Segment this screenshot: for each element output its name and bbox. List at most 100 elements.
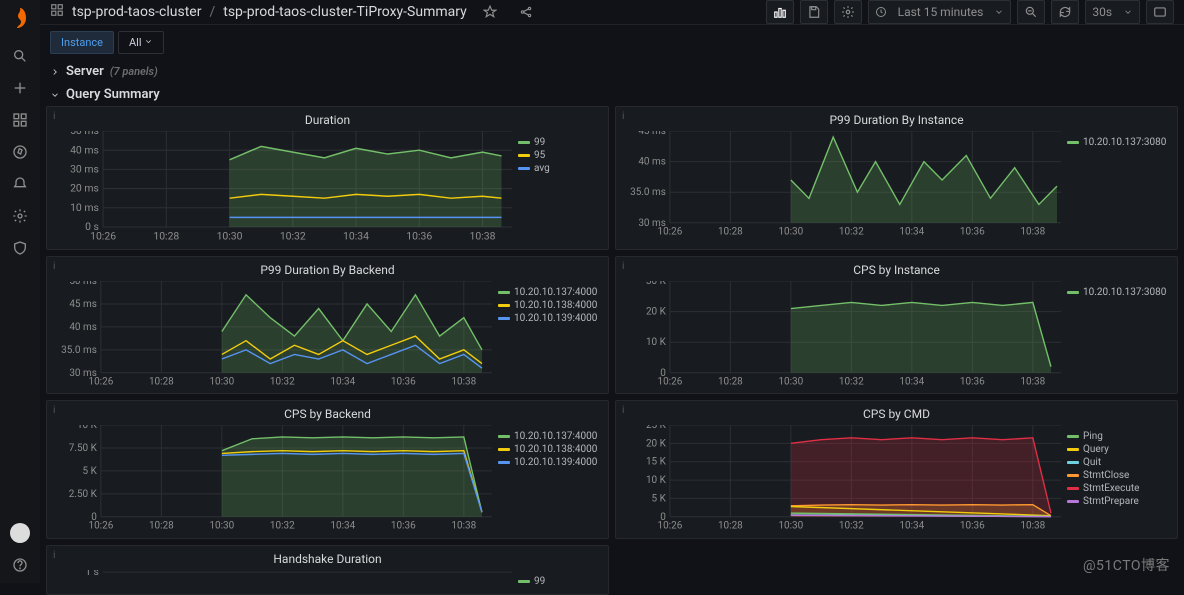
svg-text:40 ms: 40 ms (69, 322, 97, 333)
zoom-out-button[interactable] (1017, 0, 1045, 24)
legend-item[interactable]: StmtExecute (1067, 483, 1171, 494)
refresh-interval-button[interactable]: 30s (1085, 0, 1140, 24)
panels-grid: iDuration0 s10 ms20 ms30 ms40 ms50 ms10:… (40, 106, 1184, 595)
panel-plot[interactable]: 30 ms35.0 ms40 ms45 ms50 ms10:2610:2810:… (53, 281, 492, 392)
breadcrumb-current[interactable]: tsp-prod-taos-cluster-TiProxy-Summary (223, 4, 467, 20)
panel-plot[interactable]: 05 K10 K15 K20 K25 K10:2610:2810:3010:32… (622, 425, 1061, 536)
svg-text:45 ms: 45 ms (69, 299, 97, 310)
legend-label: 99 (534, 576, 545, 587)
alerting-icon[interactable] (12, 176, 28, 192)
legend-swatch (1067, 141, 1079, 144)
svg-text:20 K: 20 K (646, 439, 667, 450)
dashboards-icon[interactable] (12, 112, 28, 128)
svg-text:10:36: 10:36 (960, 376, 985, 387)
legend-item[interactable]: 10.20.10.138:4000 (498, 300, 602, 311)
panel-plot[interactable]: 30 ms35.0 ms40 ms45 ms10:2610:2810:3010:… (622, 131, 1061, 242)
svg-text:10:36: 10:36 (406, 229, 432, 242)
svg-text:10:38: 10:38 (1020, 521, 1045, 532)
panel-info-icon[interactable]: i (53, 405, 55, 416)
legend-swatch (1067, 461, 1079, 464)
panel-info-icon[interactable]: i (622, 405, 624, 416)
svg-text:10:34: 10:34 (343, 229, 369, 242)
svg-text:10:28: 10:28 (149, 521, 174, 532)
panel-cps-cmd[interactable]: iCPS by CMD05 K10 K15 K20 K25 K10:2610:2… (615, 400, 1178, 539)
panel-legend[interactable]: 99 95 avg (512, 131, 602, 247)
panel-cps-backend[interactable]: iCPS by Backend02.50 K5 K7.50 K10 K10:26… (46, 400, 609, 539)
legend-label: 10.20.10.139:4000 (514, 313, 597, 324)
legend-item[interactable]: Ping (1067, 431, 1171, 442)
panel-legend[interactable]: 10.20.10.137:4000 10.20.10.138:4000 10.20.… (492, 281, 602, 392)
legend-label: 95 (534, 150, 545, 161)
panel-legend[interactable]: 10.20.10.137:3080 (1061, 281, 1171, 392)
legend-item[interactable]: StmtClose (1067, 470, 1171, 481)
panel-info-icon[interactable]: i (53, 111, 55, 122)
panel-legend[interactable]: 10.20.10.137:4000 10.20.10.138:4000 10.20.… (492, 425, 602, 536)
panel-legend[interactable]: Ping Query Quit StmtClose StmtExecute StmtPre… (1061, 425, 1171, 536)
panel-plot[interactable]: 010 K20 K30 K10:2610:2810:3010:3210:3410… (622, 281, 1061, 392)
panel-title: Duration (53, 111, 602, 131)
legend-item[interactable]: Quit (1067, 457, 1171, 468)
search-icon[interactable] (12, 48, 28, 64)
svg-text:10:34: 10:34 (330, 521, 355, 532)
var-instance-label[interactable]: Instance (50, 31, 114, 54)
explore-icon[interactable] (12, 144, 28, 160)
legend-item[interactable]: Query (1067, 444, 1171, 455)
svg-text:50 ms: 50 ms (69, 281, 97, 287)
legend-item[interactable]: 95 (518, 150, 602, 161)
legend-item[interactable]: 10.20.10.139:4000 (498, 457, 602, 468)
legend-item[interactable]: 10.20.10.139:4000 (498, 313, 602, 324)
panel-info-icon[interactable]: i (622, 261, 624, 272)
legend-item[interactable]: 99 (518, 137, 602, 148)
svg-text:10 K: 10 K (646, 475, 667, 486)
legend-item[interactable]: 10.20.10.137:4000 (498, 431, 602, 442)
var-instance-value[interactable]: All (118, 31, 164, 54)
settings-button[interactable] (834, 0, 862, 24)
panel-cps-instance[interactable]: iCPS by Instance010 K20 K30 K10:2610:281… (615, 256, 1178, 395)
help-icon[interactable] (12, 557, 28, 573)
svg-text:2.50 K: 2.50 K (69, 489, 98, 500)
save-button[interactable] (800, 0, 828, 24)
svg-text:10:28: 10:28 (718, 227, 743, 238)
svg-text:40 ms: 40 ms (70, 143, 99, 156)
config-icon[interactable] (12, 208, 28, 224)
panel-info-icon[interactable]: i (53, 550, 55, 561)
grafana-logo[interactable] (6, 4, 34, 32)
breadcrumb: tsp-prod-taos-cluster / tsp-prod-taos-cl… (50, 3, 467, 21)
panel-p99-backend[interactable]: iP99 Duration By Backend30 ms35.0 ms40 m… (46, 256, 609, 395)
legend-item[interactable]: avg (518, 163, 602, 174)
legend-item[interactable]: 10.20.10.137:3080 (1067, 137, 1171, 148)
panel-p99-instance[interactable]: iP99 Duration By Instance30 ms35.0 ms40 … (615, 106, 1178, 250)
legend-swatch (1067, 435, 1079, 438)
refresh-button[interactable] (1051, 0, 1079, 24)
panel-legend[interactable]: 99 (512, 570, 602, 592)
user-avatar[interactable] (10, 523, 30, 543)
legend-item[interactable]: 10.20.10.137:4000 (498, 287, 602, 298)
legend-item[interactable]: 99 (518, 576, 602, 587)
breadcrumb-parent[interactable]: tsp-prod-taos-cluster (72, 4, 201, 20)
legend-item[interactable]: 10.20.10.137:3080 (1067, 287, 1171, 298)
panel-info-icon[interactable]: i (53, 261, 55, 272)
panel-plot[interactable]: 0 s10 ms20 ms30 ms40 ms50 ms10:2610:2810… (53, 131, 512, 247)
star-button[interactable] (477, 1, 503, 23)
legend-item[interactable]: 10.20.10.138:4000 (498, 444, 602, 455)
plus-icon[interactable] (12, 80, 28, 96)
panel-duration[interactable]: iDuration0 s10 ms20 ms30 ms40 ms50 ms10:… (46, 106, 609, 250)
row-server[interactable]: Server (7 panels) (40, 60, 1184, 83)
panel-handshake[interactable]: iHandshake Duration1 s99 (46, 545, 609, 595)
svg-text:10 K: 10 K (646, 337, 667, 348)
timerange-button[interactable]: Last 15 minutes (868, 0, 1012, 24)
panel-legend[interactable]: 10.20.10.137:3080 (1061, 131, 1171, 242)
legend-item[interactable]: StmtPrepare (1067, 496, 1171, 507)
share-button[interactable] (513, 1, 539, 23)
cycle-view-button[interactable] (1146, 0, 1174, 24)
panel-plot[interactable]: 02.50 K5 K7.50 K10 K10:2610:2810:3010:32… (53, 425, 492, 536)
panel-info-icon[interactable]: i (622, 111, 624, 122)
add-panel-button[interactable] (766, 0, 794, 24)
svg-text:10:28: 10:28 (153, 229, 179, 242)
panel-plot[interactable]: 1 s (53, 570, 512, 592)
legend-swatch (518, 154, 530, 157)
shield-icon[interactable] (12, 240, 28, 256)
row-query-summary[interactable]: Query Summary (40, 83, 1184, 106)
legend-label: StmtPrepare (1083, 496, 1139, 507)
legend-label: 10.20.10.138:4000 (514, 444, 597, 455)
